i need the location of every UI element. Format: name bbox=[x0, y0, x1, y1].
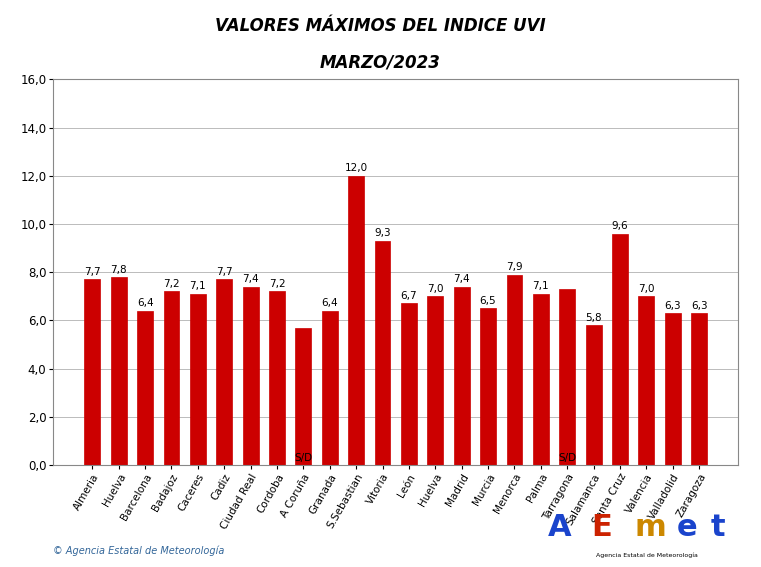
Bar bbox=[559, 289, 575, 465]
Text: MARZO/2023: MARZO/2023 bbox=[320, 54, 441, 72]
Bar bbox=[401, 303, 417, 465]
Text: 7,1: 7,1 bbox=[533, 281, 549, 291]
Text: t: t bbox=[710, 513, 724, 542]
Bar bbox=[349, 176, 364, 465]
Bar bbox=[638, 296, 654, 465]
Text: 9,3: 9,3 bbox=[374, 229, 391, 238]
Bar bbox=[586, 325, 601, 465]
Text: 7,9: 7,9 bbox=[506, 262, 523, 272]
Text: e: e bbox=[677, 513, 697, 542]
Text: 5,8: 5,8 bbox=[585, 313, 602, 323]
Text: 7,7: 7,7 bbox=[216, 267, 233, 277]
Bar bbox=[137, 311, 153, 465]
Text: A: A bbox=[548, 513, 572, 542]
Text: 7,2: 7,2 bbox=[269, 279, 285, 289]
Bar bbox=[454, 286, 470, 465]
Bar bbox=[269, 291, 285, 465]
Bar bbox=[665, 313, 680, 465]
Text: 7,8: 7,8 bbox=[110, 265, 127, 274]
Text: 6,3: 6,3 bbox=[691, 301, 708, 311]
Bar bbox=[507, 274, 522, 465]
Text: © Agencia Estatal de Meteorología: © Agencia Estatal de Meteorología bbox=[53, 545, 224, 556]
Text: 7,4: 7,4 bbox=[242, 274, 259, 284]
Text: 6,4: 6,4 bbox=[321, 298, 338, 308]
Text: 12,0: 12,0 bbox=[345, 163, 368, 174]
Text: S/D: S/D bbox=[295, 452, 313, 463]
Text: VALORES MÁXIMOS DEL INDICE UVI: VALORES MÁXIMOS DEL INDICE UVI bbox=[215, 17, 546, 35]
Text: Agencia Estatal de Meteorología: Agencia Estatal de Meteorología bbox=[596, 552, 698, 558]
Text: 6,5: 6,5 bbox=[479, 296, 496, 306]
Text: 7,0: 7,0 bbox=[427, 284, 444, 294]
Text: m: m bbox=[635, 513, 667, 542]
Text: 7,0: 7,0 bbox=[638, 284, 654, 294]
Bar bbox=[243, 286, 259, 465]
Text: E: E bbox=[591, 513, 612, 542]
Bar bbox=[480, 308, 496, 465]
Text: 7,1: 7,1 bbox=[189, 281, 206, 291]
Bar bbox=[84, 280, 100, 465]
Text: 6,7: 6,7 bbox=[400, 291, 417, 301]
Bar bbox=[374, 241, 390, 465]
Bar bbox=[295, 328, 311, 465]
Bar bbox=[612, 234, 628, 465]
Text: 7,2: 7,2 bbox=[163, 279, 180, 289]
Bar bbox=[164, 291, 180, 465]
Text: 7,4: 7,4 bbox=[454, 274, 470, 284]
Bar bbox=[216, 280, 232, 465]
Text: 6,3: 6,3 bbox=[664, 301, 681, 311]
Bar bbox=[428, 296, 443, 465]
Text: S/D: S/D bbox=[558, 452, 576, 463]
Bar bbox=[190, 294, 205, 465]
Bar bbox=[691, 313, 707, 465]
Bar bbox=[322, 311, 338, 465]
Text: 7,7: 7,7 bbox=[84, 267, 100, 277]
Text: 6,4: 6,4 bbox=[137, 298, 154, 308]
Bar bbox=[111, 277, 126, 465]
Text: 9,6: 9,6 bbox=[612, 221, 629, 231]
Bar bbox=[533, 294, 549, 465]
